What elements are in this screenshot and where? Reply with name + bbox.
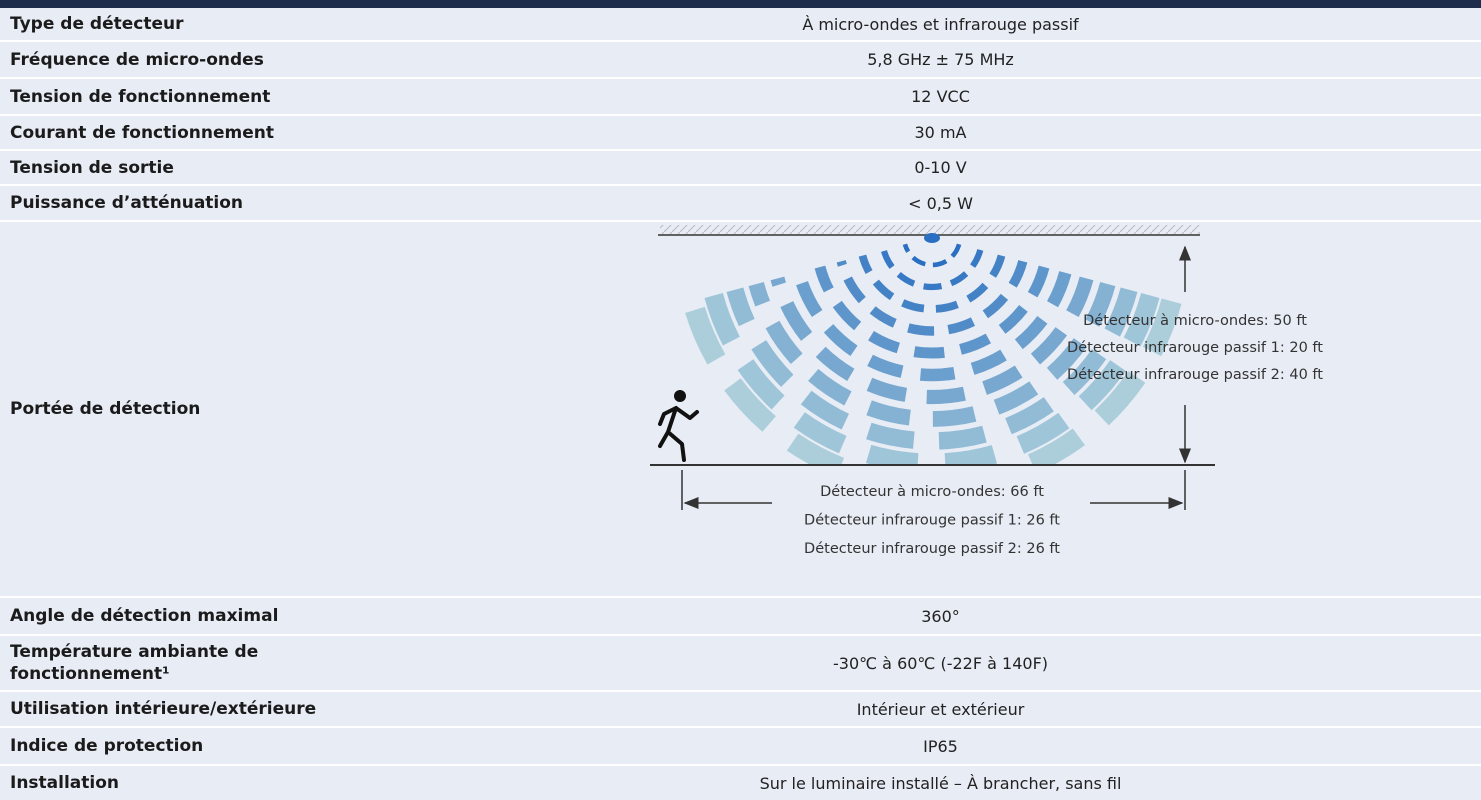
diagram-label: Détecteur à micro-ondes: 50 ft: [1083, 313, 1307, 329]
diagram-label: Détecteur infrarouge passif 1: 26 ft: [804, 513, 1060, 529]
header-bar: [0, 0, 1481, 8]
diagram-label: Détecteur infrarouge passif 1: 20 ft: [1067, 340, 1323, 356]
wave-arc: [726, 287, 1138, 450]
waves: [682, 243, 1182, 464]
table-row: Tension de sortie 0-10 V: [0, 151, 1481, 184]
table-row: Puissance d’atténuation < 0,5 W: [0, 186, 1481, 220]
row-label: Fréquence de micro-ondes: [10, 49, 264, 70]
row-value: 360°: [921, 606, 960, 626]
wave-arc: [858, 254, 1006, 313]
table-row: Température ambiante de fonctionnement¹ -…: [0, 636, 1481, 690]
row-value: IP65: [923, 736, 958, 756]
diagram-label: Détecteur à micro-ondes: 66 ft: [820, 484, 1044, 500]
row-value: 12 VCC: [911, 87, 970, 106]
row-value: -30℃ à 60℃ (-22F à 140F): [832, 653, 1049, 673]
table-row: Utilisation intérieure/extérieure Intérie…: [0, 692, 1481, 726]
row-label: Angle de détection maximal: [10, 606, 279, 626]
row-value: Intérieur et extérieur: [856, 699, 1025, 719]
wave-arc: [704, 293, 1160, 464]
person-icon: [658, 390, 699, 462]
row-label: Courant de fonctionnement: [10, 122, 274, 143]
table-row: Angle de détection maximal 360°: [0, 598, 1481, 634]
row-value: 0-10 V: [914, 158, 967, 177]
table-row: Installation Sur le luminaire installé – …: [0, 766, 1481, 800]
row-value: < 0,5 W: [908, 193, 973, 213]
wave-arc: [814, 265, 1050, 359]
row-label: Utilisation intérieure/extérieure: [10, 699, 317, 719]
diagram-label: Détecteur infrarouge passif 2: 26 ft: [804, 541, 1060, 557]
row-label: Tension de sortie: [10, 157, 174, 178]
row-value: 30 mA: [914, 123, 967, 142]
row-label: Température ambiante de fonctionnement¹: [10, 642, 259, 684]
row-label: Indice de protection: [10, 736, 204, 756]
wave-arc: [792, 271, 1072, 382]
row-label: Puissance d’atténuation: [10, 193, 244, 213]
wave-arc: [836, 260, 1028, 336]
wave-arc: [748, 282, 1116, 427]
table-row: Courant de fonctionnement 30 mA: [0, 116, 1481, 149]
table-row: Type de détecteur À micro-ondes et infrar…: [0, 8, 1481, 40]
row-label: Type de détecteur: [10, 14, 184, 34]
row-label: Portée de détection: [10, 399, 201, 419]
wave-arc: [682, 298, 1182, 464]
wave-arc: [770, 276, 1094, 405]
ceiling-hatch: [660, 225, 1200, 234]
sensor: [924, 233, 940, 243]
row-value: 5,8 GHz ± 75 MHz: [867, 50, 1014, 69]
diagram-label: Détecteur infrarouge passif 2: 40 ft: [1067, 367, 1323, 383]
row-value: Sur le luminaire installé – À brancher, …: [759, 773, 1122, 793]
table-row: Tension de fonctionnement 12 VCC: [0, 79, 1481, 114]
row-value: À micro-ondes et infrarouge passif: [802, 14, 1079, 34]
wave-arc: [880, 249, 984, 291]
wave-arc: [902, 243, 962, 268]
table-row: Fréquence de micro-ondes 5,8 GHz ± 75 MHz: [0, 42, 1481, 77]
row-label: Installation: [10, 773, 120, 793]
table-row: Indice de protection IP65: [0, 728, 1481, 764]
row-label: Tension de fonctionnement: [10, 86, 271, 107]
